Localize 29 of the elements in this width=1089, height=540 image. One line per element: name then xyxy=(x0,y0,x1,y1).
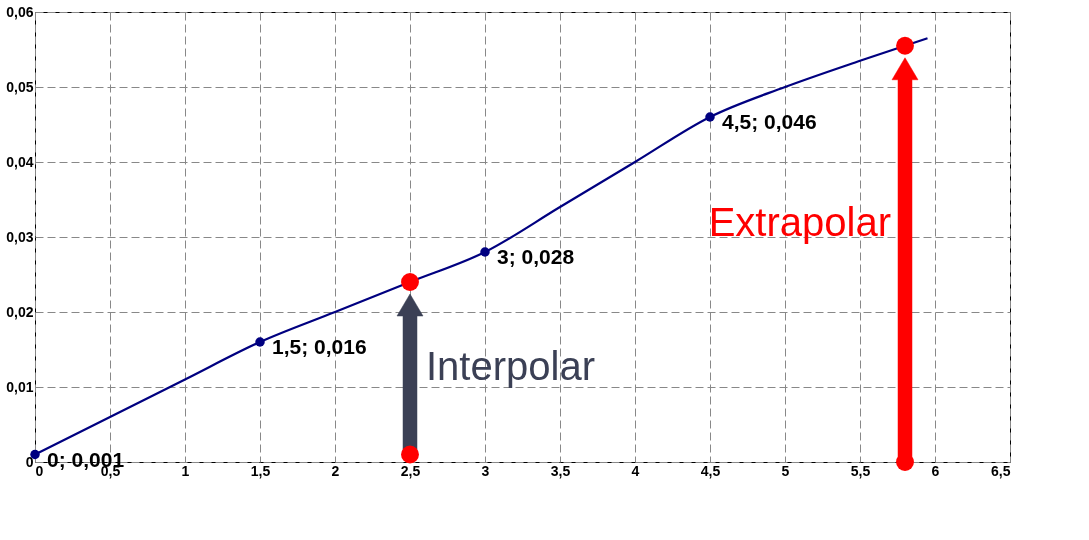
x-tick-label: 6 xyxy=(931,462,940,479)
data-label: 4,5; 0,046 xyxy=(722,110,817,133)
x-tick-label: 1,5 xyxy=(250,462,271,479)
y-tick-label: 0,03 xyxy=(6,228,34,245)
annotation: Extrapolar xyxy=(708,199,891,244)
x-tick-label: 2 xyxy=(331,462,340,479)
x-tick-label: 2,5 xyxy=(400,462,421,479)
data-label: 3; 0,028 xyxy=(497,245,575,268)
y-tick-label: 0,06 xyxy=(6,3,34,20)
point xyxy=(705,112,715,122)
point xyxy=(401,445,419,464)
y-tick-label: 0,04 xyxy=(6,153,34,170)
x-tick-label: 5,5 xyxy=(850,462,871,479)
x-tick-label: 5 xyxy=(781,462,790,479)
x-tick-label: 1 xyxy=(181,462,190,479)
x-tick-label: 3,5 xyxy=(550,462,571,479)
point xyxy=(401,273,419,291)
annotation: Interpolar xyxy=(426,344,595,389)
data-label: 1,5; 0,016 xyxy=(272,335,367,358)
x-tick-label: 3 xyxy=(481,462,490,479)
x-tick-label: 6,5 xyxy=(991,462,1011,479)
point xyxy=(480,247,490,257)
point xyxy=(255,337,265,347)
x-tick-label: 4 xyxy=(631,462,640,479)
point xyxy=(896,36,914,55)
y-tick-label: 0,01 xyxy=(6,378,34,395)
x-tick-label: 4,5 xyxy=(700,462,721,479)
y-tick-label: 0,02 xyxy=(6,303,34,320)
y-tick-label: 0,05 xyxy=(6,78,34,95)
